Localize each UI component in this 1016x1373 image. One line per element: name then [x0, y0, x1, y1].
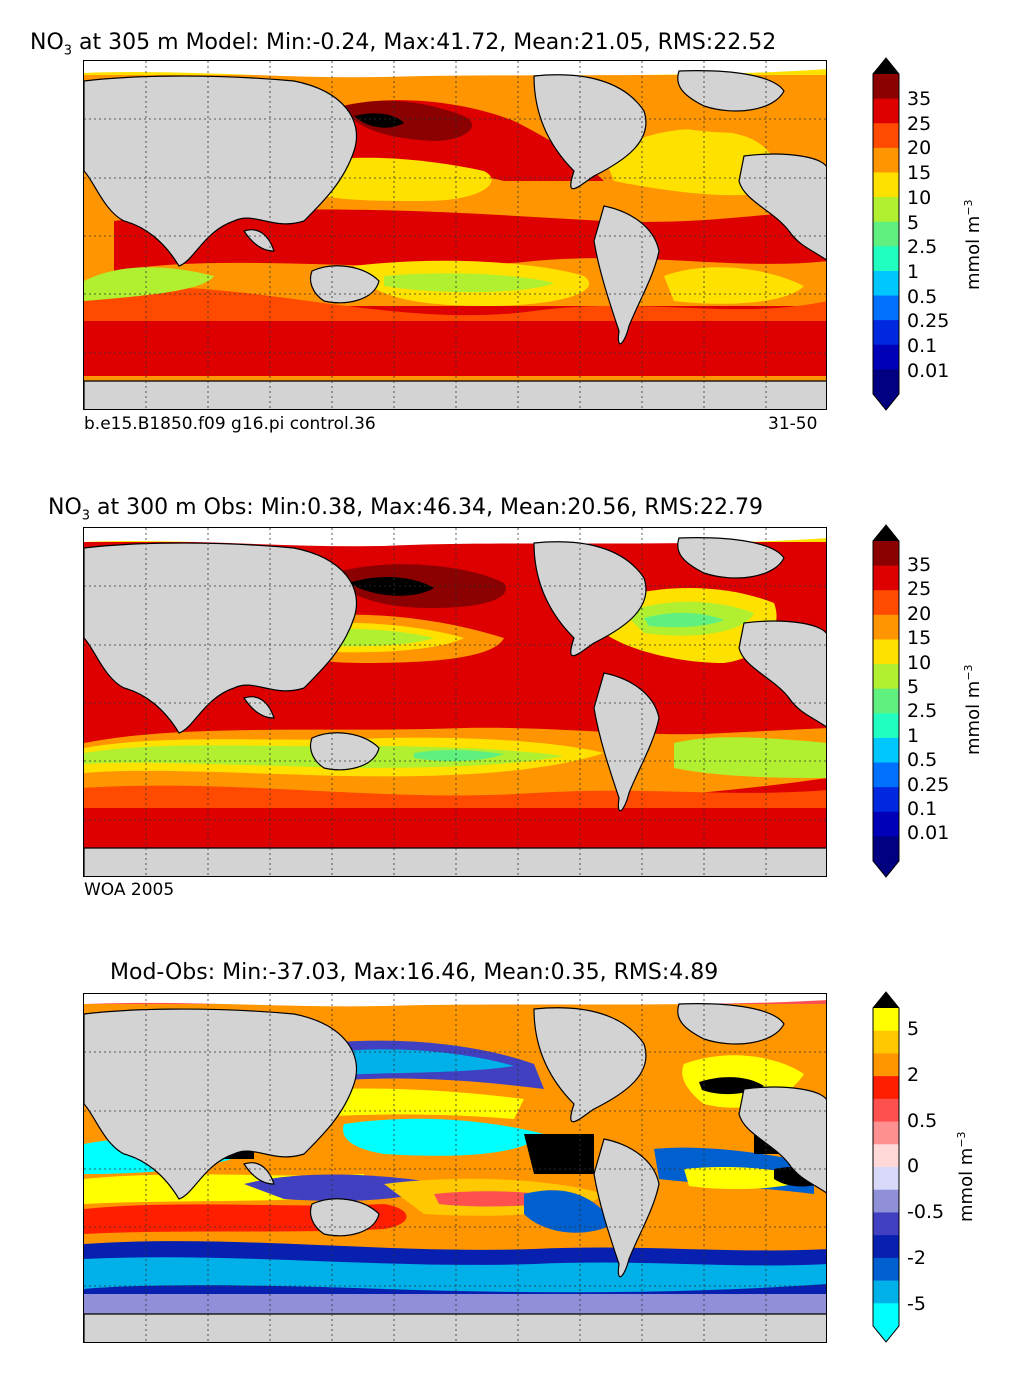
colorbar-swatch [873, 1121, 899, 1145]
diff-map-title: Mod-Obs: Min:-37.03, Max:16.46, Mean:0.3… [110, 960, 719, 985]
colorbar-unit-label: mmol m−3 [962, 664, 984, 755]
colorbar-tick-label: 0.5 [907, 749, 938, 772]
model-run-label: b.e15.B1850.f09 g16.pi control.36 [84, 414, 376, 434]
colorbar-tick-label: 15 [907, 162, 932, 185]
colorbar-swatch [873, 1144, 899, 1168]
colorbar-swatch [873, 614, 899, 640]
obs-nitrate-map [83, 527, 827, 877]
colorbar-tick-label: 25 [907, 112, 932, 135]
diff-nitrate-map [83, 993, 827, 1343]
obs-map-title: NO3 at 300 m Obs: Min:0.38, Max:46.34, M… [48, 495, 763, 524]
colorbar-swatch [873, 1189, 899, 1213]
colorbar-swatch [873, 836, 899, 862]
colorbar-swatch [873, 369, 899, 395]
colorbar-tick-label: 5 [907, 676, 920, 698]
obs-colorbar [872, 524, 900, 878]
colorbar-tick-label: 0.5 [907, 285, 938, 308]
colorbar-tick-label: 35 [907, 88, 932, 110]
colorbar-swatch [873, 1053, 899, 1077]
colorbar-tick-label: 0.5 [907, 1109, 938, 1132]
colorbar-swatch [873, 344, 899, 370]
colorbar-swatch [873, 123, 899, 149]
colorbar-tick-label: 25 [907, 578, 932, 601]
colorbar-tick-label: 35 [907, 554, 932, 576]
colorbar-tick-label: 0.1 [907, 798, 938, 820]
colorbar-swatch [873, 1008, 899, 1032]
colorbar-tick-label: 5 [907, 211, 920, 234]
colorbar-tick-label: 0.01 [907, 359, 950, 382]
colorbar-tick-label: 2.5 [907, 236, 938, 259]
obs-source-label: WOA 2005 [84, 880, 175, 900]
colorbar-tick-label: 2 [907, 1063, 920, 1086]
colorbar-swatch [873, 295, 899, 321]
colorbar-swatch [873, 1212, 899, 1236]
colorbar-swatch [873, 737, 899, 764]
colorbar-swatch [873, 74, 899, 100]
colorbar-tick-label: 1 [907, 260, 920, 283]
colorbar-swatch [873, 565, 899, 591]
colorbar-swatch [873, 1167, 899, 1191]
diff-colorbar [872, 991, 900, 1343]
colorbar-swatch [873, 1098, 899, 1123]
colorbar-swatch [873, 1235, 899, 1259]
colorbar-swatch [873, 197, 899, 223]
colorbar-swatch [873, 1076, 899, 1100]
colorbar-tick-label: 20 [907, 602, 932, 625]
colorbar-unit-label: mmol m−3 [955, 1131, 977, 1222]
colorbar-min-extend [873, 861, 899, 877]
model-map-title: NO3 at 305 m Model: Min:-0.24, Max:41.72… [30, 30, 777, 59]
colorbar-tick-label: 0.1 [907, 335, 938, 357]
colorbar-swatch [873, 98, 899, 124]
model-years-label: 31-50 [768, 414, 818, 434]
colorbar-swatch [873, 320, 899, 346]
colorbar-tick-label: -5 [907, 1292, 926, 1315]
colorbar-min-extend [873, 1326, 899, 1342]
colorbar-tick-label: -2 [907, 1247, 926, 1269]
colorbar-unit-label: mmol m−3 [962, 199, 984, 290]
colorbar-swatch [873, 811, 899, 837]
colorbar-tick-label: 0.25 [907, 773, 950, 796]
colorbar-tick-label: 10 [907, 186, 932, 209]
colorbar-tick-label: 0 [907, 1155, 920, 1178]
colorbar-swatch [873, 664, 899, 690]
colorbar-swatch [873, 270, 899, 297]
colorbar-tick-label: 0.25 [907, 310, 950, 333]
colorbar-swatch [873, 246, 899, 272]
colorbar-tick-label: 2.5 [907, 700, 938, 723]
colorbar-swatch [873, 541, 899, 567]
colorbar-max-extend [873, 58, 899, 74]
colorbar-max-extend [873, 525, 899, 541]
colorbar-swatch [873, 713, 899, 739]
colorbar-max-extend [873, 992, 899, 1008]
colorbar-swatch [873, 688, 899, 714]
colorbar-min-extend [873, 394, 899, 410]
colorbar-swatch [873, 639, 899, 665]
colorbar-tick-label: -0.5 [907, 1201, 945, 1224]
colorbar-swatch [873, 221, 899, 247]
model-colorbar [872, 57, 900, 411]
colorbar-swatch [873, 590, 899, 616]
colorbar-swatch [873, 1030, 899, 1054]
colorbar-tick-label: 5 [907, 1018, 920, 1040]
colorbar-swatch [873, 787, 899, 813]
model-nitrate-map [83, 60, 827, 410]
colorbar-swatch [873, 1303, 899, 1327]
colorbar-swatch [873, 147, 899, 173]
colorbar-tick-label: 0.01 [907, 822, 950, 845]
colorbar-tick-label: 10 [907, 651, 932, 674]
colorbar-swatch [873, 1257, 899, 1282]
colorbar-swatch [873, 172, 899, 198]
colorbar-swatch [873, 1280, 899, 1304]
colorbar-tick-label: 15 [907, 627, 932, 650]
colorbar-swatch [873, 762, 899, 788]
colorbar-tick-label: 20 [907, 137, 932, 160]
colorbar-tick-label: 1 [907, 724, 920, 747]
